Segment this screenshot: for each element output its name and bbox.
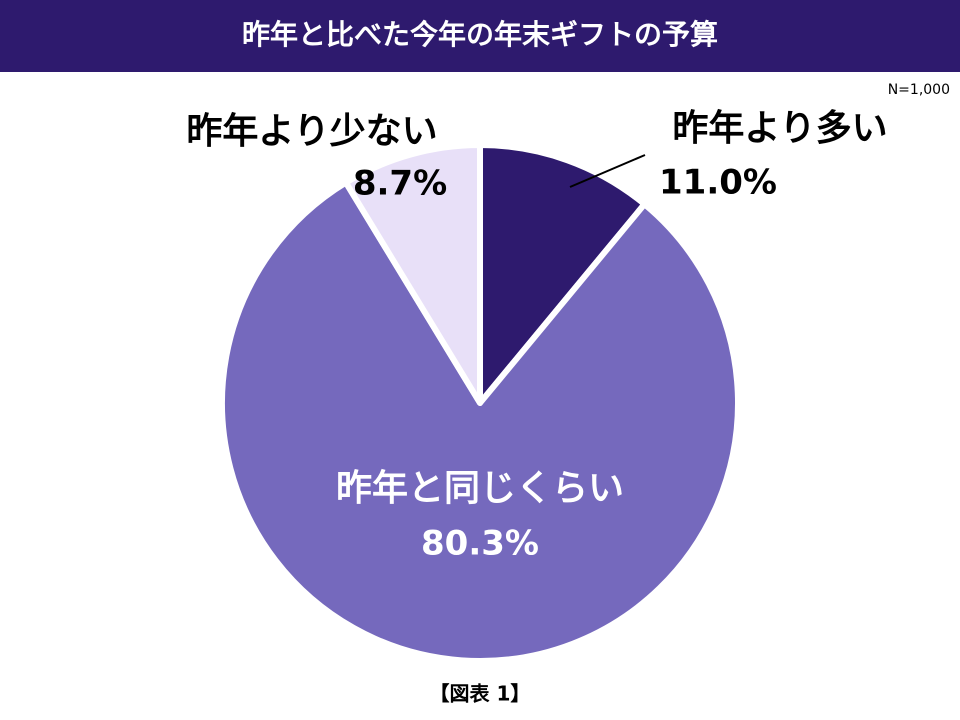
value-label: 80.3%: [421, 524, 539, 564]
title-bar: [0, 0, 960, 72]
pie-slice: [342, 142, 483, 406]
leader-line: [569, 154, 646, 188]
sample-note: N=1,000: [888, 82, 950, 98]
slice-label: 昨年より多い: [672, 108, 887, 149]
value-label: 11.0%: [659, 163, 777, 203]
slice-label: 昨年と同じくらい: [336, 468, 624, 509]
value-label: 8.7%: [353, 164, 447, 204]
pie-slice: [219, 179, 741, 664]
chart-title: 昨年と比べた今年の年末ギフトの予算: [242, 18, 718, 51]
caption: 【図表 1】: [430, 682, 531, 706]
slice-label: 昨年より少ない: [186, 111, 437, 152]
pie-slice: [477, 142, 648, 406]
